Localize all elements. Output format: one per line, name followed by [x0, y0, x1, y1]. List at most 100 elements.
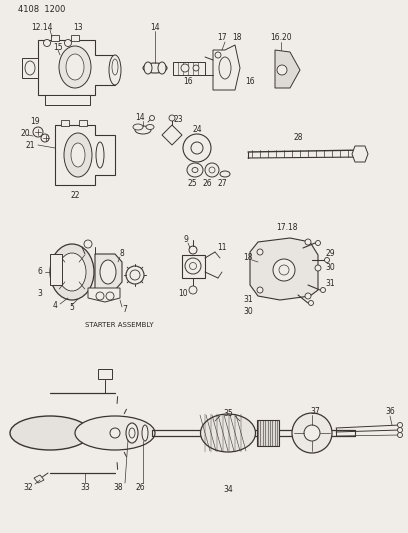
Bar — [51, 35, 59, 41]
Polygon shape — [22, 58, 38, 78]
Text: 14: 14 — [135, 114, 145, 123]
Text: 15: 15 — [53, 43, 63, 52]
Ellipse shape — [192, 167, 198, 173]
Circle shape — [189, 246, 197, 254]
Ellipse shape — [66, 54, 84, 80]
Circle shape — [305, 239, 311, 245]
Text: 9: 9 — [184, 236, 188, 245]
Text: 26: 26 — [135, 482, 145, 491]
Ellipse shape — [58, 253, 86, 291]
Text: 16: 16 — [245, 77, 255, 86]
Circle shape — [397, 423, 403, 427]
Ellipse shape — [130, 270, 140, 280]
Circle shape — [205, 163, 219, 177]
Circle shape — [110, 428, 120, 438]
Text: 21: 21 — [25, 141, 35, 149]
Circle shape — [183, 134, 211, 162]
Text: 31: 31 — [243, 295, 253, 304]
Text: 20: 20 — [20, 128, 30, 138]
Polygon shape — [182, 255, 205, 278]
Text: 31: 31 — [325, 279, 335, 287]
Ellipse shape — [133, 124, 143, 130]
Polygon shape — [352, 146, 368, 162]
Circle shape — [106, 292, 114, 300]
Circle shape — [64, 39, 71, 46]
Ellipse shape — [59, 46, 91, 88]
Text: 12.14: 12.14 — [31, 22, 53, 31]
Bar — [98, 369, 112, 379]
Circle shape — [315, 265, 321, 271]
Text: 28: 28 — [293, 133, 303, 142]
Text: 4: 4 — [53, 302, 58, 311]
Ellipse shape — [185, 258, 201, 274]
Text: 8: 8 — [120, 249, 124, 259]
Text: 36: 36 — [385, 408, 395, 416]
Text: 35: 35 — [223, 408, 233, 417]
Text: 30: 30 — [325, 263, 335, 272]
Polygon shape — [250, 238, 318, 300]
Text: 3: 3 — [38, 289, 42, 298]
Ellipse shape — [189, 262, 197, 270]
Ellipse shape — [143, 63, 167, 73]
Text: 6: 6 — [38, 268, 42, 277]
Ellipse shape — [279, 265, 289, 275]
Polygon shape — [162, 125, 182, 145]
Text: 7: 7 — [122, 305, 127, 314]
Polygon shape — [275, 50, 300, 88]
Circle shape — [191, 142, 203, 154]
Text: 5: 5 — [69, 303, 74, 312]
Text: 34: 34 — [223, 486, 233, 495]
Circle shape — [277, 65, 287, 75]
Text: STARTER ASSEMBLY: STARTER ASSEMBLY — [85, 322, 154, 328]
Text: 30: 30 — [243, 308, 253, 317]
Ellipse shape — [158, 62, 166, 74]
Circle shape — [308, 301, 313, 305]
Circle shape — [397, 432, 403, 438]
Circle shape — [149, 116, 155, 120]
Text: 32: 32 — [23, 482, 33, 491]
Ellipse shape — [126, 423, 138, 443]
Text: 14: 14 — [150, 23, 160, 33]
Bar — [79, 120, 87, 126]
Circle shape — [397, 427, 403, 432]
Text: 23: 23 — [173, 116, 183, 125]
Polygon shape — [95, 254, 122, 290]
Ellipse shape — [100, 260, 116, 284]
Circle shape — [189, 286, 197, 294]
Ellipse shape — [50, 244, 94, 300]
Text: 16.20: 16.20 — [270, 34, 292, 43]
Circle shape — [33, 127, 43, 137]
Circle shape — [96, 292, 104, 300]
Text: 19: 19 — [30, 117, 40, 126]
Ellipse shape — [146, 125, 154, 130]
Ellipse shape — [144, 62, 152, 74]
Text: 25: 25 — [187, 179, 197, 188]
Ellipse shape — [109, 55, 121, 85]
Text: 33: 33 — [80, 482, 90, 491]
Bar — [61, 120, 69, 126]
Text: 38: 38 — [113, 482, 123, 491]
Text: 29: 29 — [325, 248, 335, 257]
Circle shape — [169, 115, 175, 121]
Ellipse shape — [71, 143, 85, 167]
Text: 22: 22 — [70, 190, 80, 199]
Circle shape — [209, 167, 215, 173]
Ellipse shape — [96, 142, 104, 168]
Polygon shape — [45, 95, 90, 105]
Ellipse shape — [135, 126, 151, 134]
Text: 18: 18 — [232, 34, 242, 43]
Circle shape — [41, 134, 49, 142]
Circle shape — [84, 240, 92, 248]
Bar — [71, 35, 79, 41]
Text: 18: 18 — [243, 254, 253, 262]
Ellipse shape — [220, 171, 230, 177]
Ellipse shape — [10, 416, 90, 450]
Ellipse shape — [64, 133, 92, 177]
Circle shape — [304, 425, 320, 441]
Ellipse shape — [273, 259, 295, 281]
Ellipse shape — [200, 414, 255, 452]
Ellipse shape — [219, 57, 231, 79]
Circle shape — [324, 257, 330, 262]
Polygon shape — [213, 45, 240, 90]
Text: 4108  1200: 4108 1200 — [18, 5, 65, 14]
